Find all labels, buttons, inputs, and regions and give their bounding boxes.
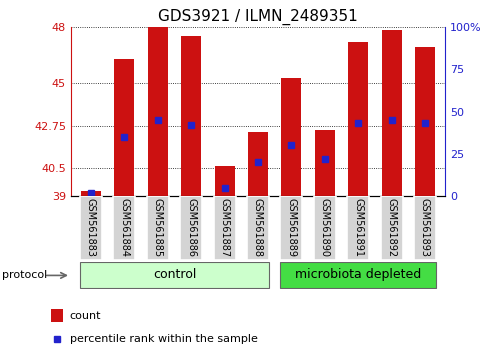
Bar: [146, 196, 168, 260]
Bar: [80, 262, 268, 288]
Bar: [280, 262, 435, 288]
Bar: [281, 78, 301, 196]
Text: GSM561885: GSM561885: [152, 198, 163, 257]
Bar: [413, 196, 435, 260]
Text: percentile rank within the sample: percentile rank within the sample: [70, 334, 257, 344]
Bar: [346, 196, 368, 260]
Bar: [114, 59, 134, 196]
Bar: [247, 132, 267, 196]
Text: microbiota depleted: microbiota depleted: [294, 268, 421, 281]
Title: GDS3921 / ILMN_2489351: GDS3921 / ILMN_2489351: [158, 9, 357, 25]
Text: GSM561884: GSM561884: [119, 198, 129, 257]
Bar: [381, 30, 401, 196]
Bar: [81, 191, 101, 196]
Bar: [80, 196, 102, 260]
Text: control: control: [152, 268, 196, 281]
Bar: [414, 47, 434, 196]
Text: GSM561891: GSM561891: [352, 198, 363, 257]
Bar: [113, 196, 135, 260]
Bar: [147, 27, 167, 196]
Bar: [314, 130, 334, 196]
Bar: [214, 166, 234, 196]
Text: GSM561890: GSM561890: [319, 198, 329, 257]
Bar: [380, 196, 402, 260]
Text: GSM561892: GSM561892: [386, 198, 396, 257]
Text: GSM561883: GSM561883: [86, 198, 96, 257]
Text: GSM561889: GSM561889: [286, 198, 296, 257]
Bar: [313, 196, 335, 260]
Bar: [347, 42, 367, 196]
Bar: [180, 196, 202, 260]
Text: GSM561886: GSM561886: [186, 198, 196, 257]
Bar: [246, 196, 268, 260]
Bar: [213, 196, 235, 260]
Text: protocol: protocol: [2, 270, 48, 280]
Bar: [51, 309, 63, 322]
Text: GSM561893: GSM561893: [419, 198, 429, 257]
Text: count: count: [70, 310, 101, 321]
Bar: [181, 36, 201, 196]
Bar: [280, 196, 302, 260]
Text: GSM561887: GSM561887: [219, 198, 229, 257]
Text: GSM561888: GSM561888: [252, 198, 263, 257]
